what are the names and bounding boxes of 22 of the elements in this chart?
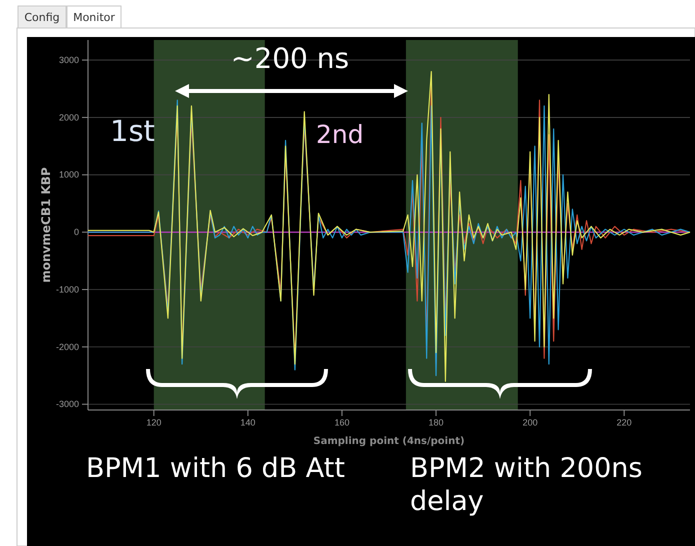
x-axis-title: Sampling point (4ns/point)	[313, 436, 465, 447]
y-tick-label: 2000	[58, 112, 79, 122]
text: BPM2 with 200ns delay	[410, 453, 642, 517]
y-tick-label: 3000	[58, 54, 79, 65]
x-tick-label: 220	[616, 417, 632, 428]
annotation: 2nd	[316, 120, 364, 149]
x-tick-label: 180	[428, 417, 444, 428]
x-tick-label: 200	[522, 417, 538, 428]
x-tick-label: 160	[334, 417, 350, 428]
y-axis-title: monvmeCB1 KBP	[39, 167, 53, 283]
y-tick-label: 1000	[58, 170, 79, 180]
tab: Config	[18, 6, 66, 28]
annotation: 1st	[110, 114, 155, 148]
text: BPM1 with 6 dB Att	[86, 453, 345, 484]
x-tick-label: 140	[240, 417, 256, 428]
y-tick-label: -1000	[56, 284, 79, 294]
annotation: ~200 ns	[230, 42, 350, 75]
y-tick-label: -3000	[56, 399, 79, 410]
y-tick-label: -2000	[56, 342, 79, 352]
y-tick-label: 0	[74, 227, 79, 238]
tab: Monitor	[66, 6, 122, 28]
x-tick-label: 120	[146, 417, 162, 428]
